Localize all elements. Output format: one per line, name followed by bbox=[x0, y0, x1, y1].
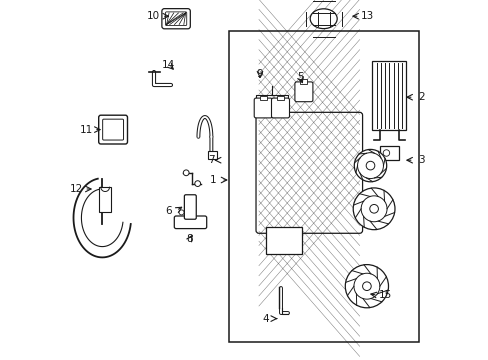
Text: 7: 7 bbox=[207, 155, 214, 165]
Text: 12: 12 bbox=[70, 184, 83, 194]
Bar bbox=[379, 146, 399, 160]
Bar bbox=[371, 61, 406, 130]
Text: 11: 11 bbox=[80, 125, 93, 135]
FancyBboxPatch shape bbox=[102, 119, 123, 140]
FancyBboxPatch shape bbox=[271, 98, 289, 118]
Circle shape bbox=[362, 282, 370, 291]
FancyBboxPatch shape bbox=[184, 195, 196, 219]
Bar bbox=[276, 96, 284, 100]
Circle shape bbox=[366, 161, 374, 170]
Circle shape bbox=[361, 196, 386, 222]
Circle shape bbox=[369, 204, 378, 213]
Bar bbox=[265, 227, 302, 254]
Ellipse shape bbox=[309, 9, 337, 29]
FancyBboxPatch shape bbox=[162, 9, 190, 29]
Text: 9: 9 bbox=[256, 69, 263, 79]
FancyBboxPatch shape bbox=[174, 216, 206, 229]
Bar bbox=[208, 151, 217, 159]
FancyBboxPatch shape bbox=[165, 12, 186, 26]
Bar bbox=[259, 96, 266, 100]
Bar bbox=[99, 187, 111, 212]
Circle shape bbox=[353, 273, 379, 299]
Circle shape bbox=[194, 181, 200, 186]
Text: 10: 10 bbox=[147, 11, 160, 21]
Text: 5: 5 bbox=[296, 72, 303, 82]
Text: 8: 8 bbox=[186, 234, 193, 244]
Circle shape bbox=[183, 170, 189, 176]
Bar bbox=[229, 31, 419, 342]
Text: 14: 14 bbox=[162, 60, 175, 70]
Circle shape bbox=[179, 210, 183, 215]
Text: 15: 15 bbox=[378, 290, 391, 300]
Text: 6: 6 bbox=[164, 206, 171, 216]
FancyBboxPatch shape bbox=[254, 98, 272, 118]
Bar bbox=[300, 79, 307, 84]
Text: 4: 4 bbox=[262, 314, 268, 324]
Circle shape bbox=[383, 150, 389, 156]
Circle shape bbox=[345, 265, 387, 308]
FancyBboxPatch shape bbox=[99, 115, 127, 144]
Circle shape bbox=[354, 149, 386, 182]
Circle shape bbox=[352, 188, 394, 230]
Text: 3: 3 bbox=[417, 155, 424, 165]
Text: 2: 2 bbox=[417, 92, 424, 102]
Text: 13: 13 bbox=[360, 11, 373, 21]
Circle shape bbox=[357, 153, 383, 179]
FancyBboxPatch shape bbox=[256, 112, 362, 233]
FancyBboxPatch shape bbox=[294, 82, 312, 102]
Text: 1: 1 bbox=[209, 175, 216, 185]
